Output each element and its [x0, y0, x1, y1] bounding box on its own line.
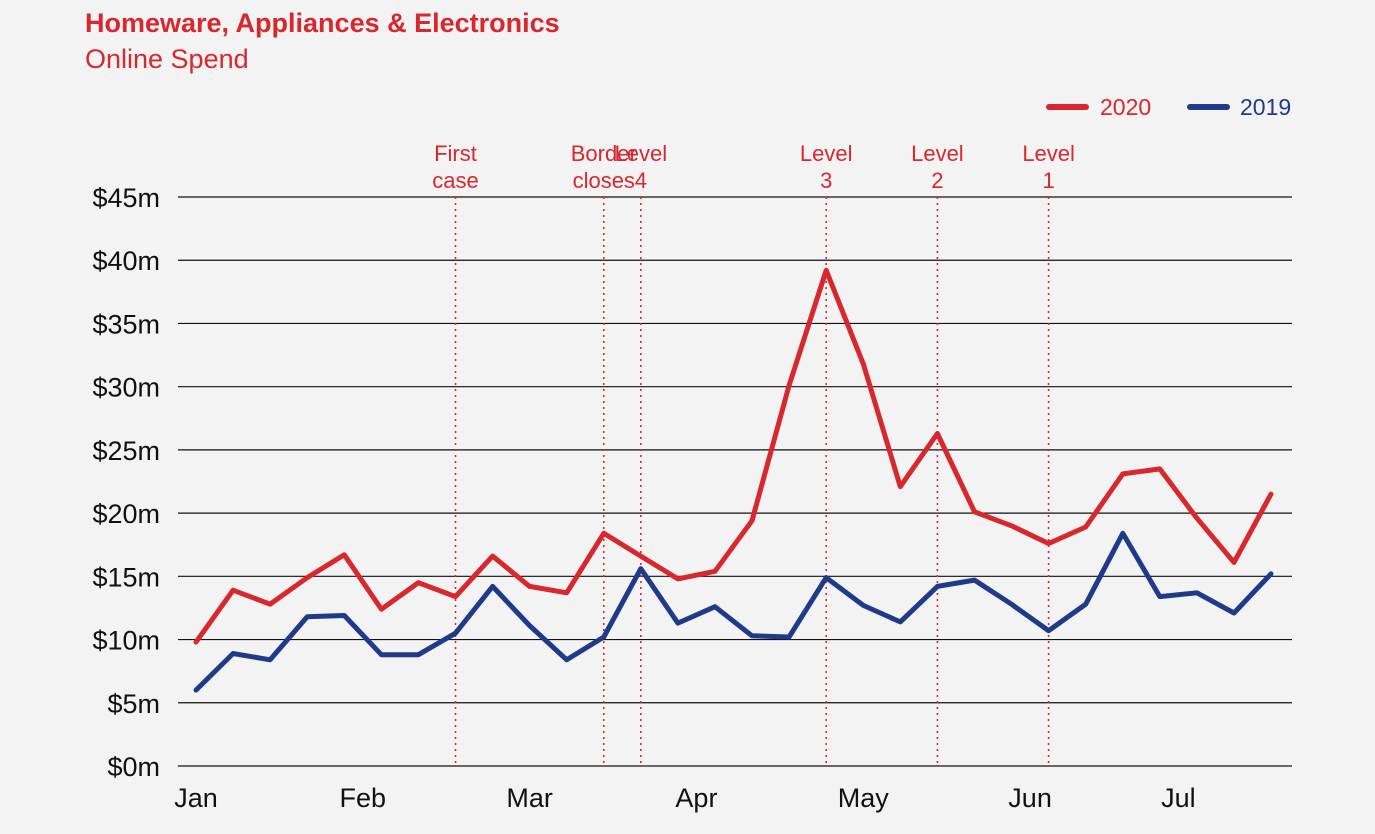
y-tick-label: $5m [107, 689, 160, 719]
event-label: 3 [820, 168, 832, 193]
x-tick-label: May [838, 783, 890, 813]
event-label: First [434, 141, 477, 166]
event-label: case [432, 168, 478, 193]
x-tick-label: Apr [675, 783, 717, 813]
y-tick-label: $15m [92, 562, 160, 592]
x-tick-label: Jul [1161, 783, 1196, 813]
y-tick-label: $0m [107, 752, 160, 782]
y-tick-label: $30m [92, 373, 160, 403]
event-label: closes [573, 168, 635, 193]
y-tick-label: $25m [92, 436, 160, 466]
event-label: Border [571, 141, 637, 166]
event-label: 2 [931, 168, 943, 193]
event-label: Level [615, 141, 668, 166]
chart-subtitle: Online Spend [85, 44, 249, 74]
event-label: Level [800, 141, 853, 166]
legend-label: 2020 [1100, 94, 1151, 120]
x-tick-label: Mar [506, 783, 553, 813]
y-tick-label: $10m [92, 626, 160, 656]
y-tick-label: $45m [92, 183, 160, 213]
x-tick-label: Jan [174, 783, 218, 813]
y-tick-label: $35m [92, 309, 160, 339]
chart-title: Homeware, Appliances & Electronics [85, 8, 560, 38]
event-label: Level [1022, 141, 1075, 166]
event-label: 4 [635, 168, 647, 193]
x-tick-label: Feb [340, 783, 387, 813]
x-tick-label: Jun [1008, 783, 1052, 813]
series-line-2020 [193, 267, 1274, 645]
legend-label: 2019 [1240, 94, 1291, 120]
event-label: Level [911, 141, 964, 166]
y-tick-label: $20m [92, 499, 160, 529]
y-tick-label: $40m [92, 246, 160, 276]
event-label: 1 [1042, 168, 1054, 193]
series-line-2019 [193, 530, 1274, 693]
